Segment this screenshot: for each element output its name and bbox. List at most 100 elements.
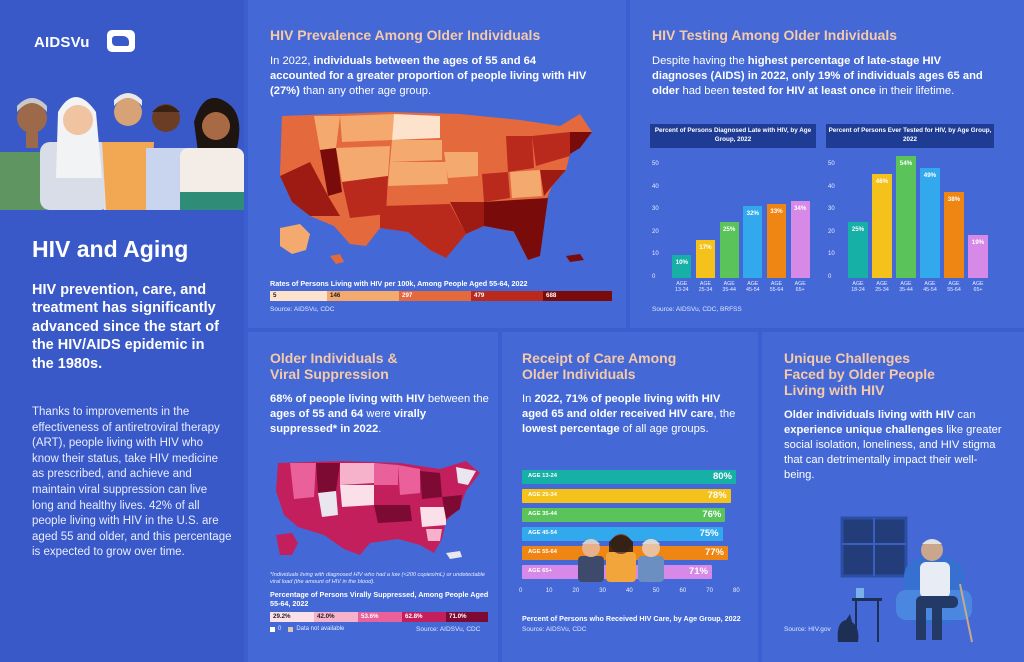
- us-map-logo-icon: [107, 30, 135, 52]
- brand-logo-text: AIDSVu: [34, 34, 90, 51]
- intro-panel: AIDSVu HIV and Aging HIV prevention, car…: [0, 0, 244, 662]
- prevalence-legend: 5 146 297 479 688: [270, 291, 612, 301]
- ever-tested-xtick: AGE 45-54: [923, 281, 937, 293]
- unique-lead: Older individuals living with HIV can ex…: [784, 409, 1002, 481]
- care-bar-label: 80%: [712, 471, 732, 482]
- viral-legend-title: Percentage of Persons Virally Suppressed…: [270, 590, 489, 608]
- care-xtick: 80: [733, 588, 740, 594]
- ever-tested-chart-title: Percent of Persons Ever Tested for HIV, …: [826, 124, 994, 148]
- legend-zero-swatch: [270, 626, 275, 632]
- late-diagnosis-bar-label: 33%: [770, 207, 783, 215]
- care-bar: AGE 45-54 75%: [522, 527, 723, 541]
- late-diagnosis-ytick: 40: [652, 183, 659, 190]
- care-xtick: 70: [706, 588, 713, 594]
- unique-challenges-panel: Unique Challenges Faced by Older People Li…: [762, 332, 1024, 662]
- care-bar-category: AGE 55-64: [528, 549, 557, 555]
- lonely-person-illustration: [837, 516, 973, 643]
- intro-body: Thanks to improvements in the effectiven…: [32, 406, 232, 559]
- care-xtick: 30: [599, 588, 606, 594]
- prevalence-legend-bin-3: 297: [399, 291, 471, 301]
- prevalence-us-map: [280, 112, 592, 264]
- care-xtick: 10: [545, 588, 553, 594]
- late-diagnosis-ytick: 50: [652, 161, 659, 168]
- prevalence-heading: HIV Prevalence Among Older Individuals: [270, 27, 541, 43]
- prevalence-legend-bin-5: 688: [543, 291, 612, 301]
- prevalence-legend-bin-1: 5: [270, 291, 327, 301]
- late-diagnosis-xtick: AGE 65+: [794, 281, 806, 293]
- viral-legend-bin-2: 42.0%: [314, 612, 358, 622]
- ever-tested-xtick: AGE 55-64: [947, 281, 961, 293]
- intro-subtitle: HIV prevention, care, and treatment has …: [32, 282, 219, 372]
- late-diagnosis-xtick: AGE 55-64: [769, 281, 784, 293]
- late-diagnosis-bar-label: 34%: [793, 205, 807, 213]
- late-diagnosis-bar: [719, 221, 739, 278]
- prevalence-source: Source: AIDSVu, CDC: [270, 306, 335, 313]
- ever-tested-bar: [896, 156, 916, 278]
- late-diagnosis-bar-label: 25%: [722, 225, 736, 233]
- main-title: HIV and Aging: [32, 236, 189, 262]
- care-source: Source: AIDSVu, CDC: [522, 626, 587, 633]
- late-diagnosis-ytick: 20: [652, 228, 659, 235]
- late-diagnosis-xtick: AGE 13-24: [675, 281, 689, 293]
- late-diagnosis-bar-label: 10%: [675, 259, 689, 267]
- late-diagnosis-xtick: AGE 35-44: [722, 281, 736, 293]
- care-heading: Receipt of Care Among Older Individuals: [522, 350, 677, 382]
- ever-tested-ytick: 0: [828, 274, 832, 280]
- care-bar-label: 77%: [704, 547, 724, 558]
- care-bar-label: 76%: [702, 509, 722, 520]
- testing-heading: HIV Testing Among Older Individuals: [652, 27, 898, 43]
- care-xtick: 50: [652, 588, 660, 594]
- ever-tested-bar: [944, 192, 964, 278]
- late-diagnosis-ytick: 30: [652, 206, 659, 213]
- ever-tested-xtick: AGE 65+: [972, 281, 984, 293]
- late-diagnosis-bar: [767, 203, 786, 278]
- viral-legend-bin-5: 71.0%: [446, 612, 488, 622]
- care-bar: AGE 13-24 80%: [522, 470, 736, 484]
- care-xtick: 0: [519, 588, 523, 594]
- unique-source: Source: HIV.gov: [784, 626, 831, 633]
- care-xtick: 40: [626, 588, 633, 594]
- care-xtick: 20: [572, 588, 580, 594]
- legend-na-swatch: [288, 626, 294, 632]
- testing-panel: HIV Testing Among Older Individuals Desp…: [630, 0, 1024, 328]
- ever-tested-ytick: 10: [828, 251, 835, 258]
- care-bar: AGE 25-34 78%: [522, 489, 731, 503]
- late-diagnosis-ytick: 0: [652, 274, 656, 280]
- late-diagnosis-bar-label: 17%: [699, 243, 712, 251]
- prevalence-legend-bin-4: 479: [471, 291, 543, 301]
- viral-heading: Older Individuals & Viral Suppression: [270, 350, 398, 382]
- ever-tested-bar: [968, 235, 988, 278]
- care-bar-category: AGE 35-44: [528, 511, 557, 517]
- ever-tested-bar-label: 54%: [899, 160, 913, 168]
- viral-lead: 68% of people living with HIV between th…: [270, 393, 489, 435]
- testing-lead: Despite having the highest percentage of…: [652, 55, 983, 97]
- ever-tested-bar-label: 46%: [875, 178, 889, 186]
- viral-suppression-us-map: [276, 461, 480, 559]
- care-people-illustration: [578, 534, 664, 582]
- ever-tested-ytick: 50: [828, 161, 835, 168]
- prevalence-legend-bin-2: 146: [327, 291, 399, 301]
- care-bar: AGE 35-44 76%: [522, 508, 726, 522]
- people-illustration: [0, 93, 244, 210]
- ever-tested-xtick: AGE 35-44: [899, 281, 913, 293]
- viral-legend-bin-3: 53.6%: [358, 612, 402, 622]
- care-bar-label: 71%: [688, 566, 708, 577]
- late-diagnosis-ytick: 10: [652, 251, 659, 258]
- care-bar-label: 78%: [707, 490, 727, 501]
- ever-tested-bar-label: 19%: [971, 239, 985, 247]
- late-diagnosis-chart-title: Percent of Persons Diagnosed Late with H…: [650, 124, 816, 148]
- care-lead: In 2022, 71% of people living with HIV a…: [522, 393, 736, 435]
- care-bar-category: AGE 25-34: [528, 492, 557, 498]
- care-bar-category: AGE 45-54: [528, 530, 557, 536]
- care-xtick: 60: [679, 588, 687, 594]
- unique-heading: Unique Challenges Faced by Older People Li…: [784, 350, 935, 398]
- ever-tested-bar-label: 38%: [947, 196, 961, 204]
- prevalence-panel: HIV Prevalence Among Older Individuals I…: [248, 0, 626, 328]
- late-diagnosis-bar: [672, 255, 692, 278]
- late-diagnosis-bar: [743, 205, 763, 278]
- ever-tested-ytick: 30: [828, 206, 835, 213]
- ever-tested-xtick: AGE 25-34: [875, 281, 889, 293]
- care-chart-title: Percent of Persons who Received HIV Care…: [522, 614, 741, 623]
- late-diagnosis-bar: [696, 239, 715, 278]
- viral-legend: 29.2% 42.0% 53.6% 62.8% 71.0%: [270, 612, 488, 622]
